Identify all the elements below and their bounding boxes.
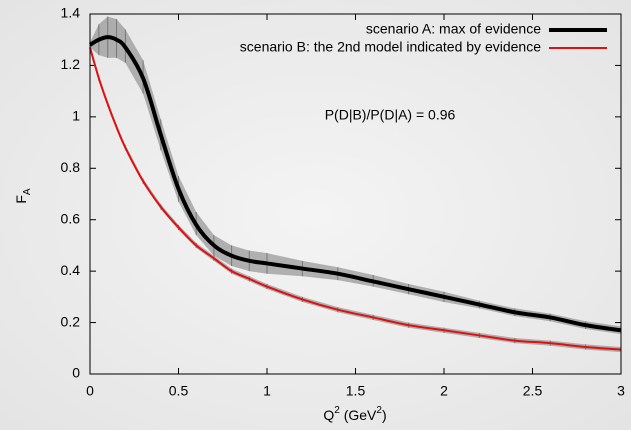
x-axis-label: Q2 (GeV2) [323, 405, 386, 423]
legend-label: scenario B: the 2nd model indicated by e… [240, 39, 541, 55]
label-script: A [22, 188, 33, 195]
y-tick-label: 0.6 [61, 210, 81, 226]
y-tick-label: 0.2 [61, 313, 81, 329]
y-tick-label: 1.4 [61, 5, 81, 21]
y-tick-label: 0 [72, 365, 80, 381]
label-script: 2 [376, 405, 382, 416]
annotation: P(D|B)/P(D|A) = 0.96 [325, 107, 456, 123]
series-line [89, 47, 622, 351]
error-band [90, 24, 99, 56]
x-tick-label: 3 [617, 383, 625, 399]
x-tick-label: 1.5 [346, 383, 366, 399]
y-tick-label: 1.2 [61, 56, 81, 72]
label-part: F [13, 195, 29, 204]
label-part: ) [382, 407, 387, 423]
series-line [88, 35, 622, 333]
legend-label: scenario A: max of evidence [366, 21, 541, 37]
x-tick-label: 1 [263, 383, 271, 399]
x-tick-label: 0.5 [169, 383, 189, 399]
label-part: Q [323, 407, 334, 423]
label-part: (GeV [340, 407, 377, 423]
plot-frame [89, 13, 622, 375]
x-tick-label: 2.5 [523, 383, 543, 399]
label-script: 2 [334, 405, 340, 416]
y-tick-label: 1 [72, 108, 80, 124]
y-tick-label: 0.8 [61, 159, 81, 175]
x-tick-label: 2 [440, 383, 448, 399]
y-tick-label: 0.4 [61, 262, 81, 278]
y-axis-label: FA [13, 188, 33, 204]
x-tick-label: 0 [86, 383, 94, 399]
